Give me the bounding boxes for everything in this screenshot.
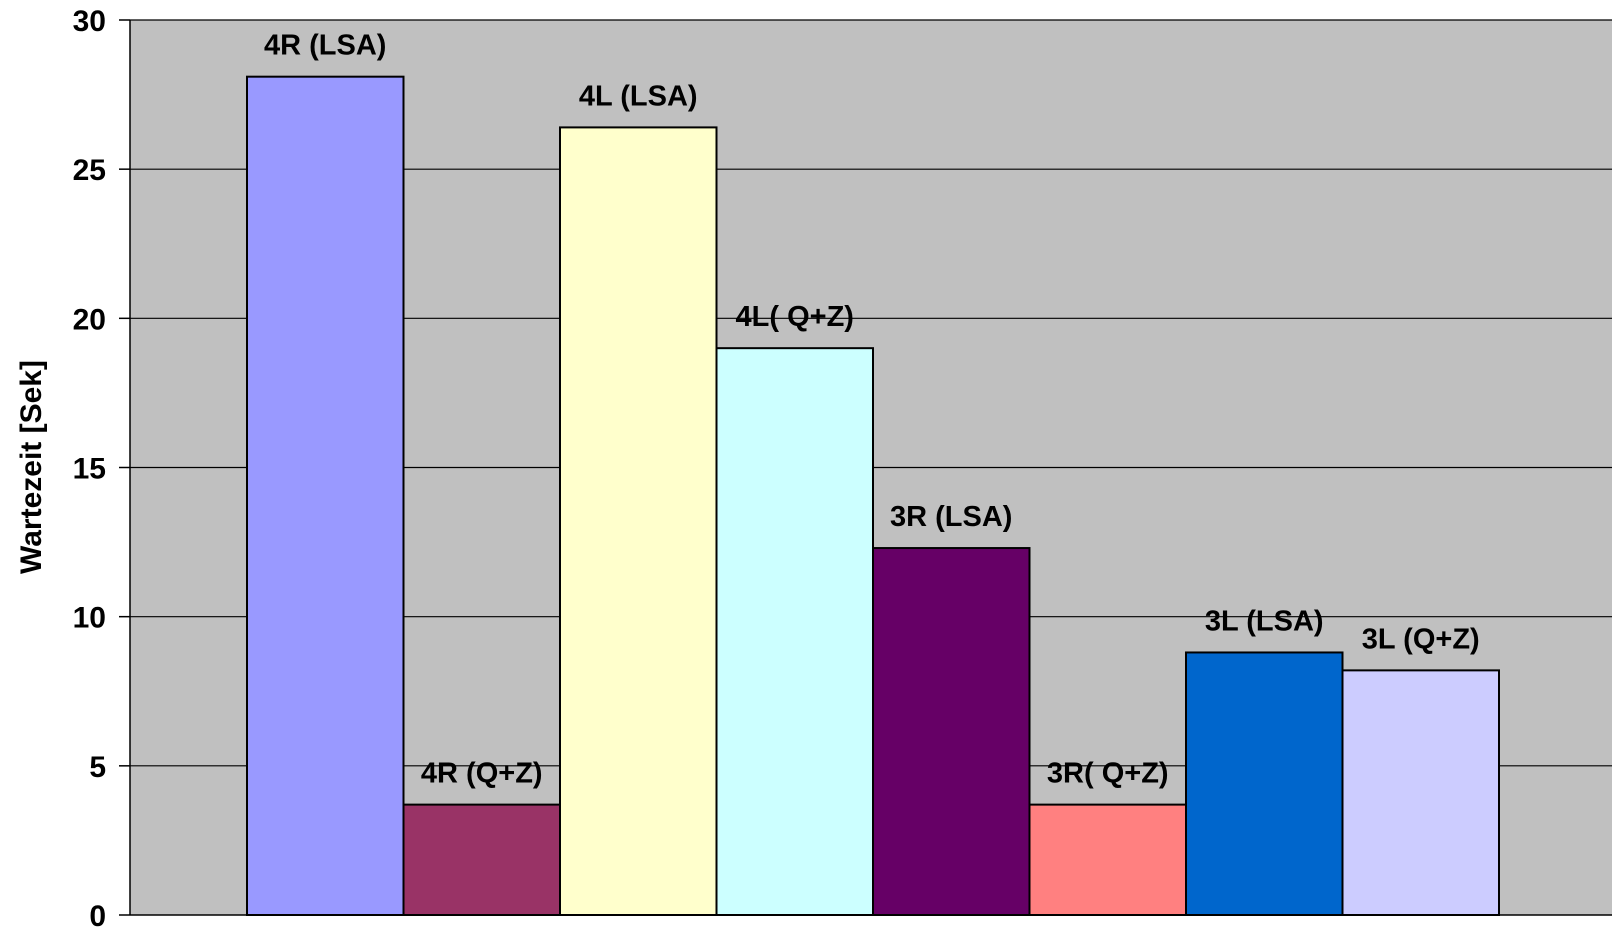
bar — [872, 547, 1031, 916]
bar-data-label: 3L (LSA) — [1205, 605, 1324, 637]
y-tick-label: 15 — [73, 453, 106, 486]
y-axis: 0 5 10 15 20 25 30 — [73, 5, 1612, 930]
bar-labels: 4R (LSA) 4R (Q+Z) 4L (LSA) 4L( Q+Z) 3R (LSA)… — [264, 30, 1480, 790]
y-tick-label: 0 — [89, 900, 106, 930]
bar — [1185, 651, 1344, 916]
bar-data-label: 4R (Q+Z) — [421, 758, 543, 790]
bar-data-label: 3R( Q+Z) — [1047, 758, 1169, 790]
y-axis-title: Wartezeit [Sek] — [15, 360, 48, 574]
bar-data-label: 4L (LSA) — [579, 80, 698, 112]
y-tick-label: 5 — [89, 751, 106, 784]
bar — [715, 347, 874, 916]
bar-data-label: 4L( Q+Z) — [736, 301, 854, 333]
bar — [1341, 669, 1500, 916]
bar — [402, 803, 561, 916]
bar — [559, 126, 718, 916]
bar — [1028, 803, 1187, 916]
bar-data-label: 3L (Q+Z) — [1362, 623, 1480, 655]
y-tick-label: 10 — [73, 602, 106, 635]
y-tick-label: 30 — [73, 5, 106, 38]
bar-data-label: 4R (LSA) — [264, 30, 386, 62]
bar — [246, 75, 405, 916]
y-tick-label: 20 — [73, 303, 106, 336]
bar-data-label: 3R (LSA) — [890, 501, 1012, 533]
y-tick-label: 25 — [73, 154, 106, 187]
bars — [246, 75, 1500, 916]
